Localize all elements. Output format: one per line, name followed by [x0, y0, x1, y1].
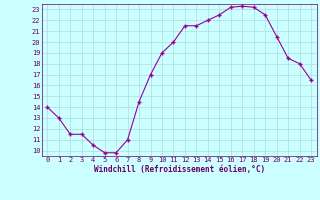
X-axis label: Windchill (Refroidissement éolien,°C): Windchill (Refroidissement éolien,°C) — [94, 165, 265, 174]
